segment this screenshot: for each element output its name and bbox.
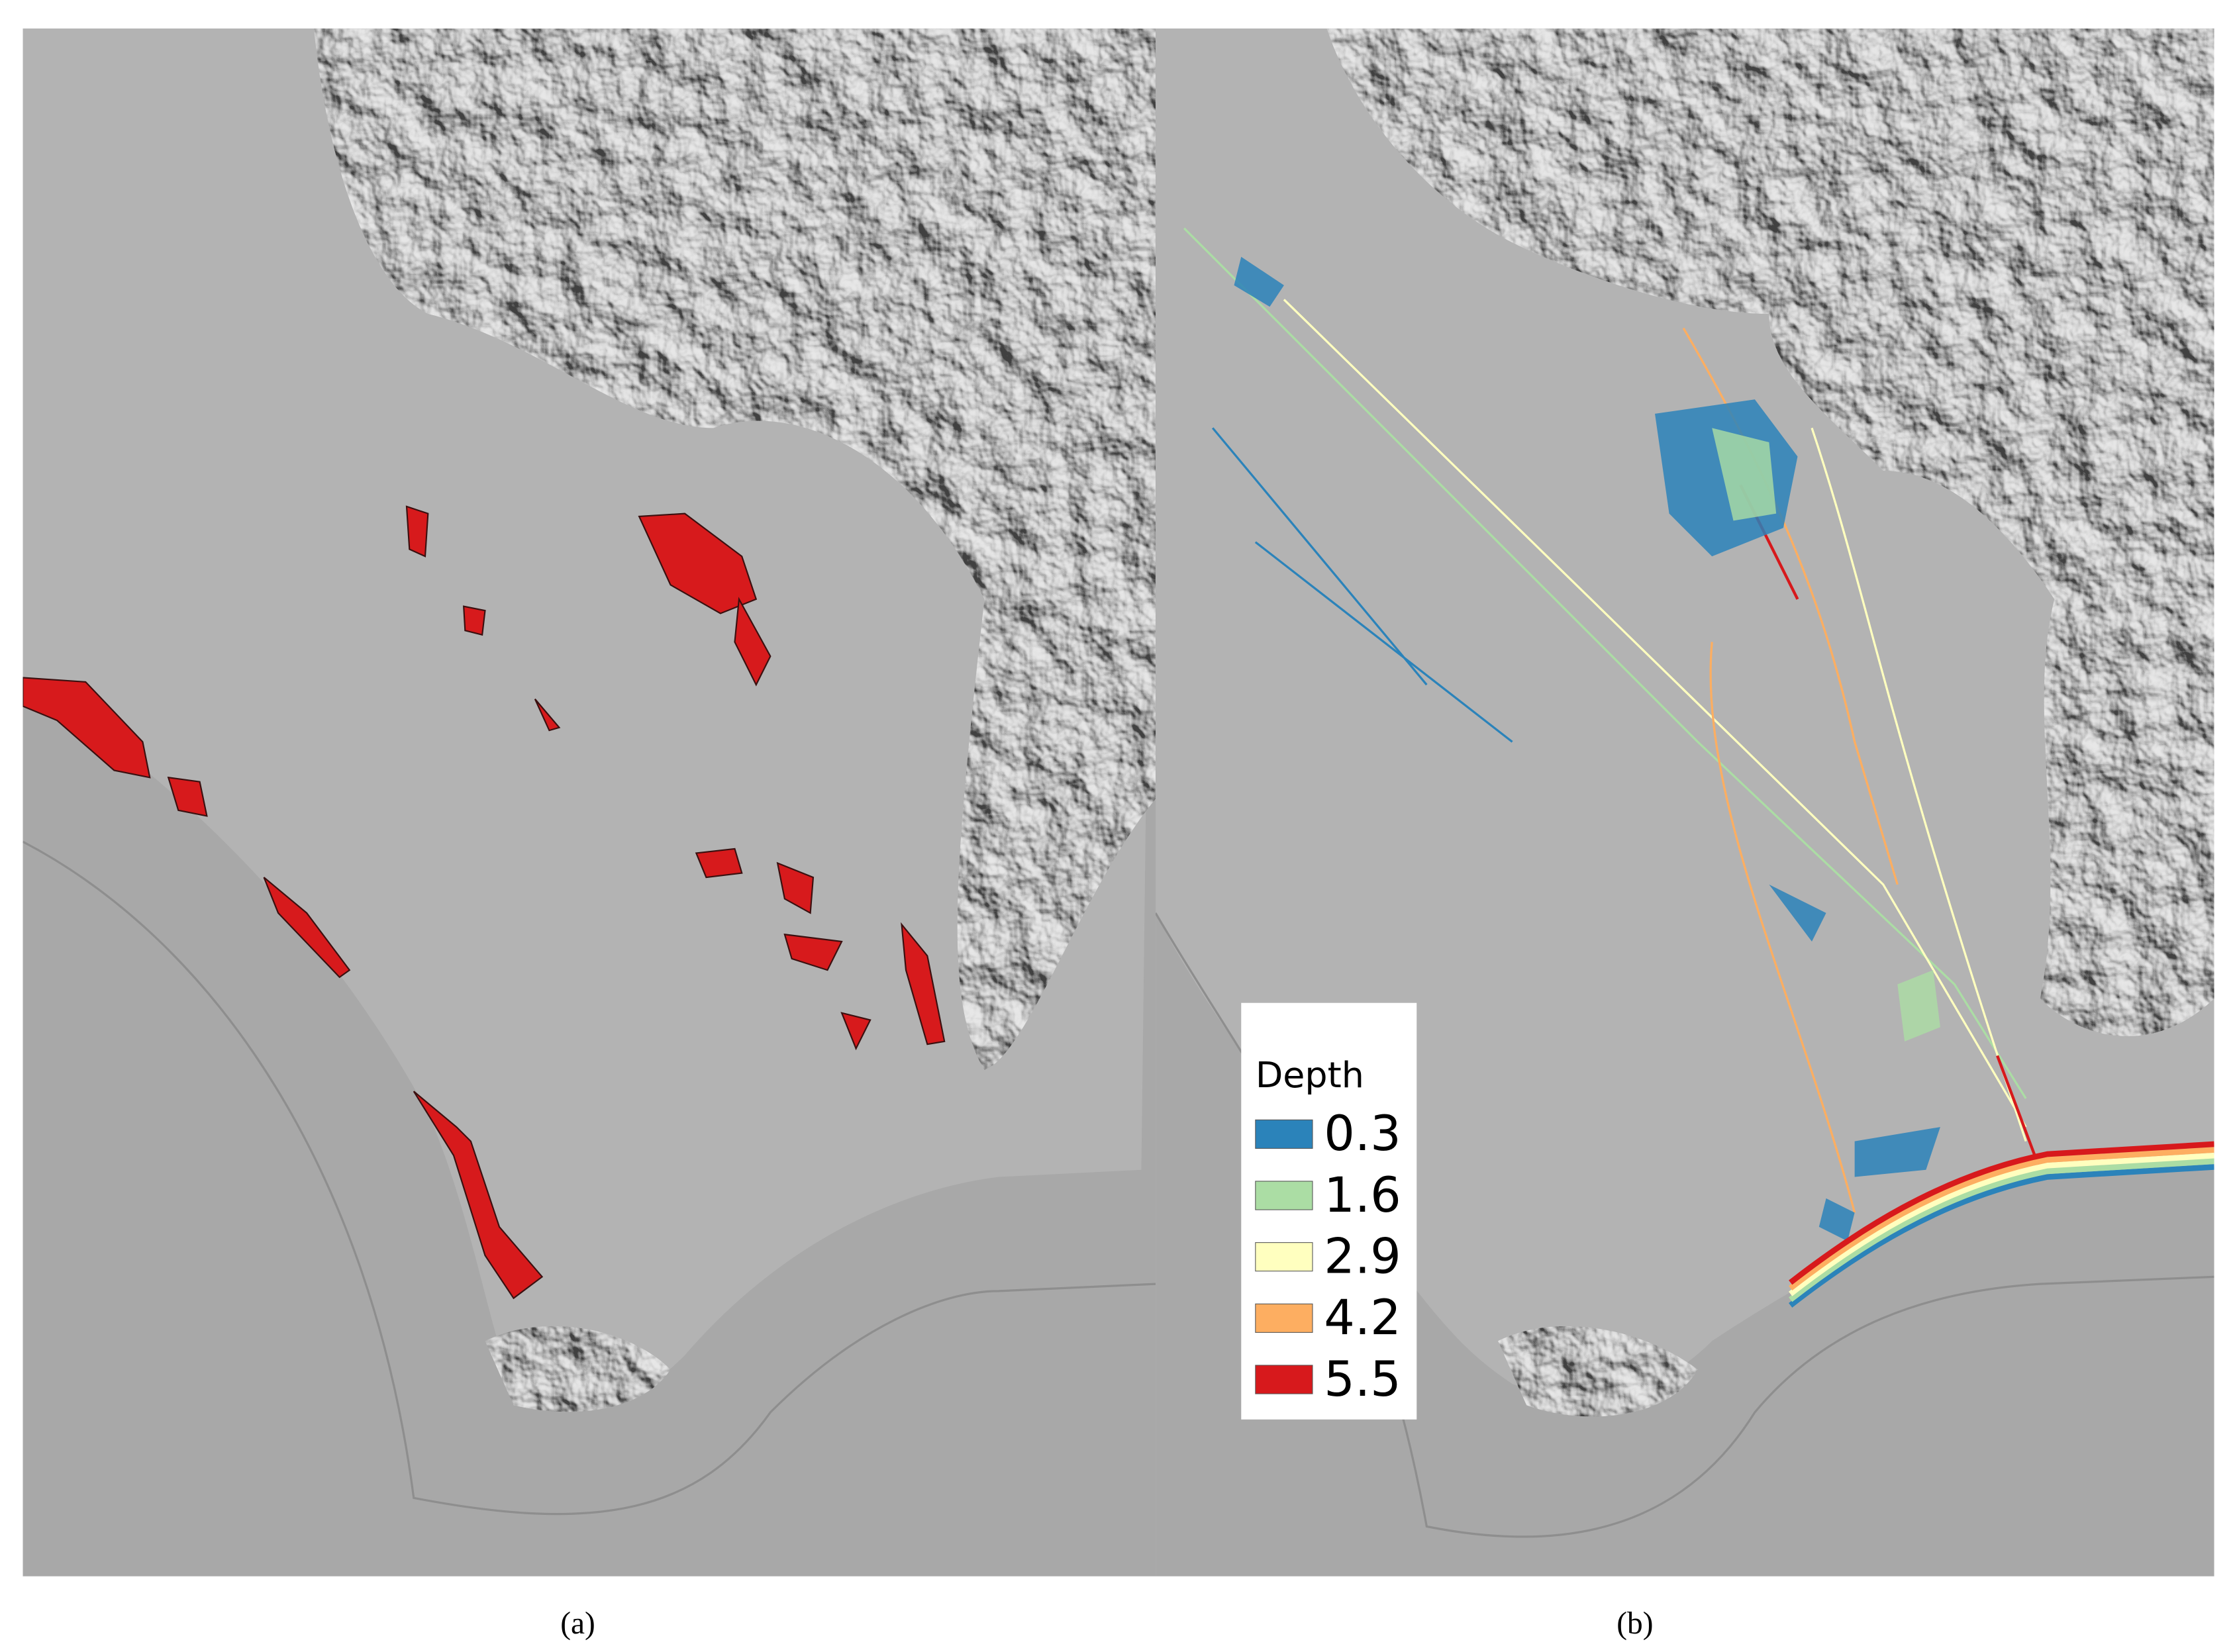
medium-area — [1712, 428, 1777, 521]
legend-label: 0.3 — [1324, 1106, 1401, 1162]
legend-items: 0.31.62.94.25.5 — [1255, 1106, 1401, 1408]
flood-areas — [23, 505, 946, 1300]
medium-area — [1897, 970, 1940, 1042]
legend: Depth 0.31.62.94.25.5 — [1241, 1002, 1417, 1420]
offshore-line — [23, 840, 1156, 1516]
legend-swatch — [1255, 1242, 1313, 1272]
legend-swatch — [1255, 1181, 1313, 1210]
caption-a: (a) — [560, 1606, 595, 1641]
caption-b: (b) — [1616, 1606, 1653, 1641]
legend-label: 1.6 — [1324, 1167, 1401, 1224]
legend-box — [1241, 1002, 1417, 1420]
legend-label: 5.5 — [1324, 1351, 1401, 1408]
map-panel-a — [23, 28, 1156, 1577]
legend-swatch — [1255, 1119, 1313, 1149]
flood-network — [1183, 227, 2042, 1213]
legend-swatch — [1255, 1303, 1313, 1333]
hills — [313, 28, 1156, 1070]
headland — [1498, 1326, 1698, 1417]
legend-label: 2.9 — [1324, 1229, 1401, 1285]
legend-title: Depth — [1256, 1054, 1364, 1096]
hills — [1326, 28, 2214, 1037]
coast-band — [1789, 1141, 2214, 1308]
legend-swatch — [1255, 1365, 1313, 1394]
legend-label: 4.2 — [1324, 1290, 1401, 1346]
headland — [485, 1326, 671, 1412]
